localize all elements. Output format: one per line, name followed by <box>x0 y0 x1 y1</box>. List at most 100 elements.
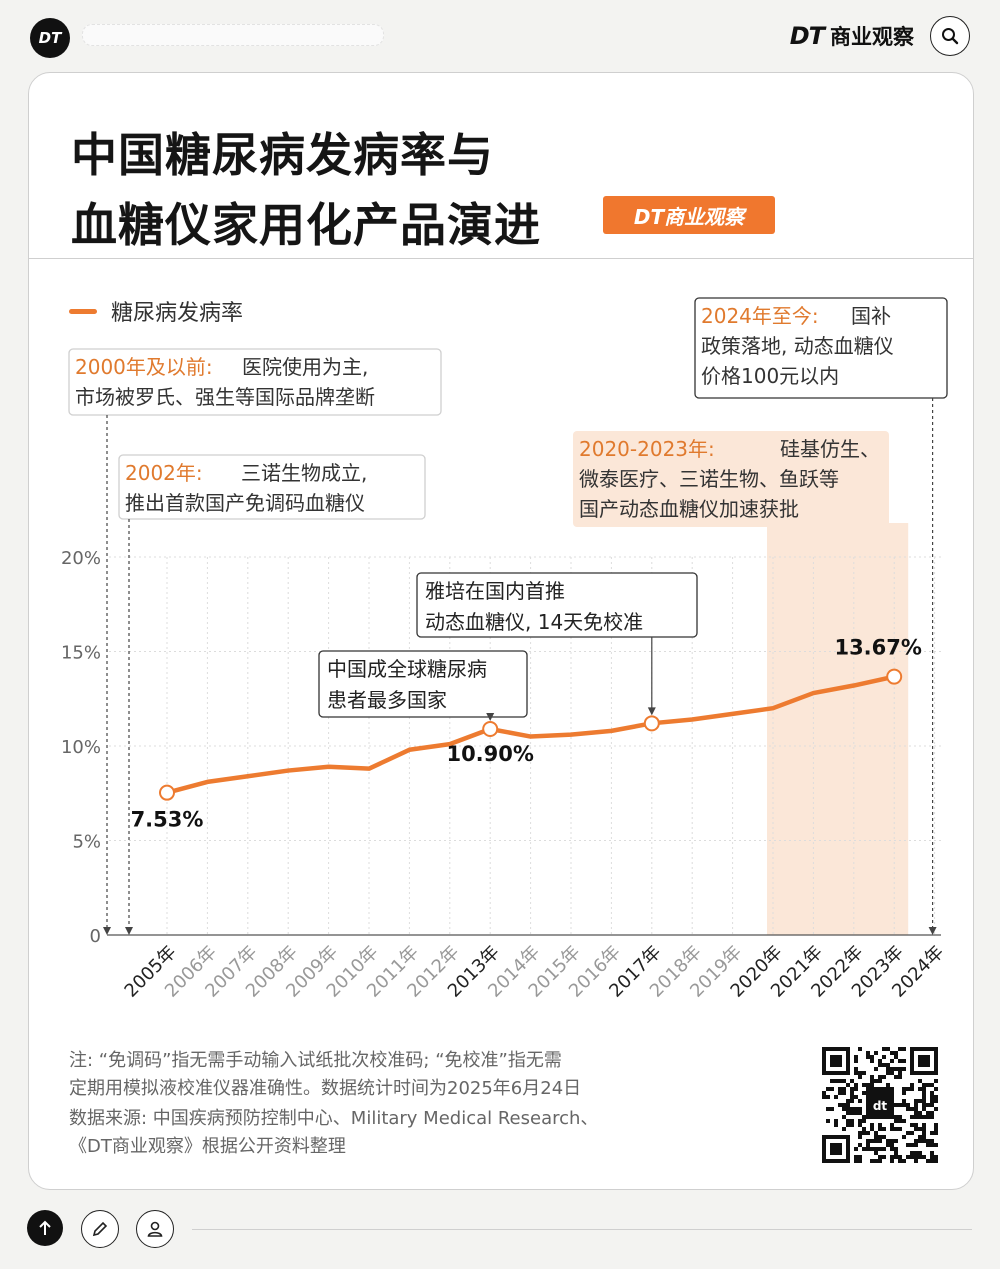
qr-center-label: dt <box>873 1099 888 1113</box>
qr-module <box>934 1099 938 1103</box>
qr-module <box>862 1131 866 1135</box>
note-line-1: 注: “免调码”指无需手动输入试纸批次校准码; “免校准”指无需 <box>69 1050 562 1071</box>
qr-module <box>894 1051 898 1055</box>
qr-module <box>826 1095 830 1099</box>
qr-module <box>910 1083 914 1087</box>
y-tick-label: 10% <box>61 737 101 758</box>
annotation-period-a2020: 2020-2023年: <box>579 437 715 461</box>
qr-module <box>830 1079 834 1083</box>
qr-module <box>858 1119 862 1123</box>
y-tick-label: 5% <box>72 832 101 853</box>
qr-module <box>898 1071 902 1075</box>
qr-code[interactable]: dt <box>822 1047 938 1163</box>
qr-module <box>934 1079 938 1083</box>
qr-module <box>926 1139 930 1143</box>
qr-module <box>842 1107 846 1111</box>
qr-module <box>822 1091 826 1095</box>
qr-module <box>874 1051 878 1055</box>
qr-module <box>858 1143 862 1147</box>
profile-button[interactable] <box>136 1210 174 1248</box>
y-tick-label: 0 <box>90 926 101 947</box>
qr-module <box>878 1059 882 1063</box>
qr-module <box>878 1087 882 1091</box>
qr-module <box>926 1083 930 1087</box>
qr-module <box>834 1123 838 1127</box>
qr-module <box>878 1135 882 1139</box>
qr-module <box>890 1051 894 1055</box>
qr-module <box>906 1143 910 1147</box>
dt-logo-badge[interactable]: DT <box>30 18 70 58</box>
qr-module <box>850 1079 854 1083</box>
annotation-text-a2024: 政策落地, 动态血糖仪 <box>701 334 894 358</box>
qr-module <box>842 1127 846 1131</box>
annotation-text-a2024: 价格100元以内 <box>701 364 839 388</box>
qr-module <box>914 1123 918 1127</box>
qr-module <box>870 1123 874 1127</box>
qr-module <box>914 1143 918 1147</box>
qr-module <box>934 1159 938 1163</box>
qr-module <box>914 1115 918 1119</box>
address-pill[interactable] <box>82 24 384 46</box>
qr-module <box>910 1151 914 1155</box>
qr-module <box>926 1143 930 1147</box>
series-line-incidence <box>164 674 897 795</box>
qr-module <box>910 1115 914 1119</box>
qr-module <box>842 1091 846 1095</box>
annotation-text-a2002: 三诺生物成立, <box>241 461 367 485</box>
edit-button[interactable] <box>81 1210 119 1248</box>
infographic-card: 中国糖尿病发病率与 血糖仪家用化产品演进 DT商业观察 糖尿病发病率 0 5% 10… <box>28 72 974 1190</box>
back-to-top-button[interactable] <box>27 1210 63 1246</box>
top-bar: DT DT 商业观察 <box>0 0 1000 72</box>
qr-module <box>886 1071 890 1075</box>
qr-module <box>926 1103 930 1107</box>
page-title-line-2: 血糖仪家用化产品演进 <box>71 198 541 252</box>
qr-module <box>878 1159 882 1163</box>
qr-module <box>850 1091 854 1095</box>
qr-module <box>886 1067 890 1071</box>
source-line-1: 数据来源: 中国疾病预防控制中心、Military Medical Resear… <box>69 1108 599 1129</box>
qr-module <box>854 1155 858 1159</box>
qr-module <box>846 1103 850 1107</box>
note-line-2: 定期用模拟液校准仪器准确性。数据统计时间为2025年6月24日 <box>69 1078 582 1099</box>
qr-module <box>878 1139 882 1143</box>
qr-module <box>878 1127 882 1131</box>
qr-module <box>922 1139 926 1143</box>
search-button[interactable] <box>930 16 970 56</box>
qr-module <box>890 1067 894 1071</box>
qr-module <box>826 1087 830 1091</box>
qr-module <box>918 1079 922 1083</box>
qr-module <box>870 1147 874 1151</box>
user-icon <box>147 1221 163 1237</box>
qr-module <box>862 1127 866 1131</box>
qr-module <box>898 1155 902 1159</box>
qr-module <box>914 1103 918 1107</box>
qr-module <box>870 1083 874 1087</box>
annotation-period-a2000: 2000年及以前: <box>75 355 213 379</box>
qr-module <box>882 1087 886 1091</box>
qr-module <box>858 1047 862 1051</box>
qr-module <box>894 1127 898 1131</box>
qr-module <box>918 1099 922 1103</box>
qr-module <box>898 1127 902 1131</box>
qr-finder <box>830 1055 842 1067</box>
qr-module <box>922 1135 926 1139</box>
annotation-box-a2013 <box>318 650 528 718</box>
qr-module <box>934 1143 938 1147</box>
arrow-2017-head <box>647 707 656 716</box>
qr-module <box>890 1159 894 1163</box>
qr-module <box>854 1111 858 1115</box>
arrow-up-icon <box>39 1220 51 1235</box>
qr-finder <box>830 1143 842 1155</box>
qr-module <box>878 1063 882 1067</box>
qr-module <box>894 1055 898 1059</box>
qr-module <box>850 1087 854 1091</box>
arrow-2002-head <box>125 927 133 935</box>
qr-module <box>874 1159 878 1163</box>
qr-module <box>870 1087 874 1091</box>
qr-module <box>870 1055 874 1059</box>
qr-module <box>850 1095 854 1099</box>
data-point-marker <box>643 715 660 732</box>
qr-module <box>926 1111 930 1115</box>
qr-module <box>914 1127 918 1131</box>
y-tick-label: 20% <box>61 548 101 569</box>
